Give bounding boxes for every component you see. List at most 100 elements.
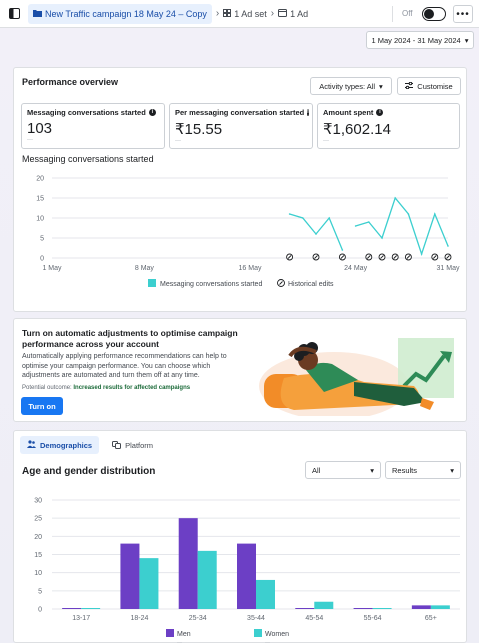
legend-label: Women: [265, 631, 289, 638]
ad-label: 1 Ad: [290, 8, 309, 19]
edit-icon-stroke: [406, 255, 411, 259]
kpi-value: ₹15.55: [175, 121, 223, 138]
customise-button[interactable]: Customise: [397, 77, 461, 95]
info-icon: i: [307, 109, 309, 116]
kpi-sub: —: [27, 137, 33, 143]
date-range-picker[interactable]: 1 May 2024 - 31 May 2024 ▾: [366, 31, 474, 49]
kpi-card[interactable]: Messaging conversations started i 103 —: [21, 103, 165, 149]
x-tick-label: 18-24: [130, 615, 148, 622]
tab-demographics[interactable]: Demographics: [20, 436, 100, 454]
breadcrumb-ad[interactable]: 1 Ad: [278, 8, 309, 19]
demographics-tabs: Demographics Platform: [20, 436, 160, 454]
historical-edit-icon: [286, 253, 294, 261]
y-tick-label: 20: [34, 534, 42, 541]
edit-icon-stroke: [380, 255, 384, 259]
data-point: [368, 221, 370, 223]
relaxing-person-illustration: [259, 338, 454, 416]
data-point: [288, 213, 291, 215]
activity-types-button[interactable]: Activity types: All ▾: [310, 77, 392, 95]
chevron-down-icon: ▾: [370, 465, 374, 475]
status-label: Off: [402, 9, 413, 18]
customise-label: Customise: [417, 81, 453, 91]
data-point: [341, 249, 344, 251]
x-tick-label: 35-44: [247, 615, 265, 622]
turn-on-button[interactable]: Turn on: [21, 397, 63, 415]
tab-demographics-label: Demographics: [40, 440, 93, 450]
y-tick-label: 15: [36, 196, 44, 203]
kpi-label: Messaging conversations started i: [27, 108, 159, 117]
historical-edit-icon: [391, 253, 399, 261]
bar: [295, 608, 315, 609]
kpi-card[interactable]: Amount spent i ₹1,602.14 —: [317, 103, 460, 149]
y-tick-label: 25: [34, 516, 42, 523]
bar: [81, 608, 101, 609]
filter-all-value: All: [312, 465, 321, 475]
legend-edit-icon: [277, 279, 285, 287]
kpi-card[interactable]: Per messaging conversation started i ₹15.…: [169, 103, 313, 149]
bar: [139, 558, 159, 609]
edit-icon-stroke: [287, 255, 292, 259]
outcome-prefix: Potential outcome:: [22, 385, 72, 391]
bar: [353, 608, 373, 609]
data-point: [434, 213, 436, 215]
performance-title: Performance overview: [22, 77, 119, 87]
x-tick-label: 31 May: [437, 265, 460, 272]
legend-swatch: [254, 629, 262, 637]
x-tick-label: 65+: [425, 615, 437, 622]
y-tick-label: 5: [40, 236, 44, 243]
breadcrumb-campaign[interactable]: New Traffic campaign 18 May 24 – Copy: [28, 3, 212, 24]
bar: [372, 608, 392, 609]
edit-icon-stroke: [393, 255, 398, 259]
historical-edit-icon: [444, 253, 452, 261]
edit-icon-stroke: [340, 255, 345, 259]
y-tick-label: 10: [34, 570, 42, 577]
breadcrumb-adset[interactable]: 1 Ad set: [223, 8, 267, 19]
demographics-card: Demographics Platform Age and gender dis…: [13, 430, 467, 643]
filter-all-select[interactable]: All ▾: [305, 461, 381, 479]
tab-platform[interactable]: Platform: [105, 436, 160, 454]
data-point: [447, 245, 449, 247]
line-chart: 0 5 10 15 20 1 May 8 May 16 May 24 May 31 May Mess…: [36, 176, 460, 289]
kpi-sub: —: [175, 138, 181, 144]
kpi-label-text: Per messaging conversation started: [175, 108, 305, 117]
grid-icon: [223, 8, 232, 19]
divider: [392, 6, 393, 22]
bar-chart: 0 5 10 15 20 25 30 13-17 18-24 25-34 35-44 45-54 55-…: [34, 498, 460, 643]
more-options-button[interactable]: •••: [453, 5, 473, 23]
filter-results-select[interactable]: Results ▾: [385, 461, 461, 479]
bar: [120, 543, 140, 609]
kpi-value: ₹1,602.14: [323, 121, 391, 138]
data-point: [407, 213, 410, 215]
bar: [237, 543, 256, 609]
bar: [411, 605, 431, 609]
x-tick-label: 24 May: [344, 265, 367, 272]
sidebar-toggle-icon[interactable]: [0, 0, 28, 28]
data-point: [315, 233, 317, 235]
y-tick-label: 5: [38, 588, 42, 595]
bar: [314, 601, 334, 609]
bar: [430, 605, 450, 609]
legend-sub: —: [177, 640, 182, 643]
automatic-adjustments-card: Turn on automatic adjustments to optimis…: [13, 318, 467, 422]
people-icon: [27, 440, 36, 450]
top-bar: New Traffic campaign 18 May 24 – Copy › …: [0, 0, 479, 28]
legend-label: Men: [177, 631, 191, 638]
adjustments-outcome: Potential outcome: Increased results for…: [22, 385, 190, 391]
bar: [197, 550, 217, 609]
y-tick-label: 0: [38, 607, 42, 614]
x-tick-label: 55-64: [364, 615, 382, 622]
campaign-toggle[interactable]: [422, 7, 446, 21]
historical-edit-icon: [338, 253, 346, 261]
y-tick-label: 10: [36, 216, 44, 223]
data-point: [420, 253, 423, 255]
edit-icon-stroke: [366, 255, 371, 259]
x-tick-label: 25-34: [189, 615, 207, 622]
kpi-label-text: Amount spent: [323, 108, 374, 117]
adjustments-body: Automatically applying performance recom…: [22, 353, 227, 379]
data-point: [394, 197, 397, 199]
sliders-icon: [405, 81, 414, 91]
chevron-right-icon: ›: [215, 8, 220, 19]
kpi-label: Amount spent i: [323, 108, 454, 117]
data-point: [328, 217, 331, 219]
tab-platform-label: Platform: [125, 440, 154, 450]
